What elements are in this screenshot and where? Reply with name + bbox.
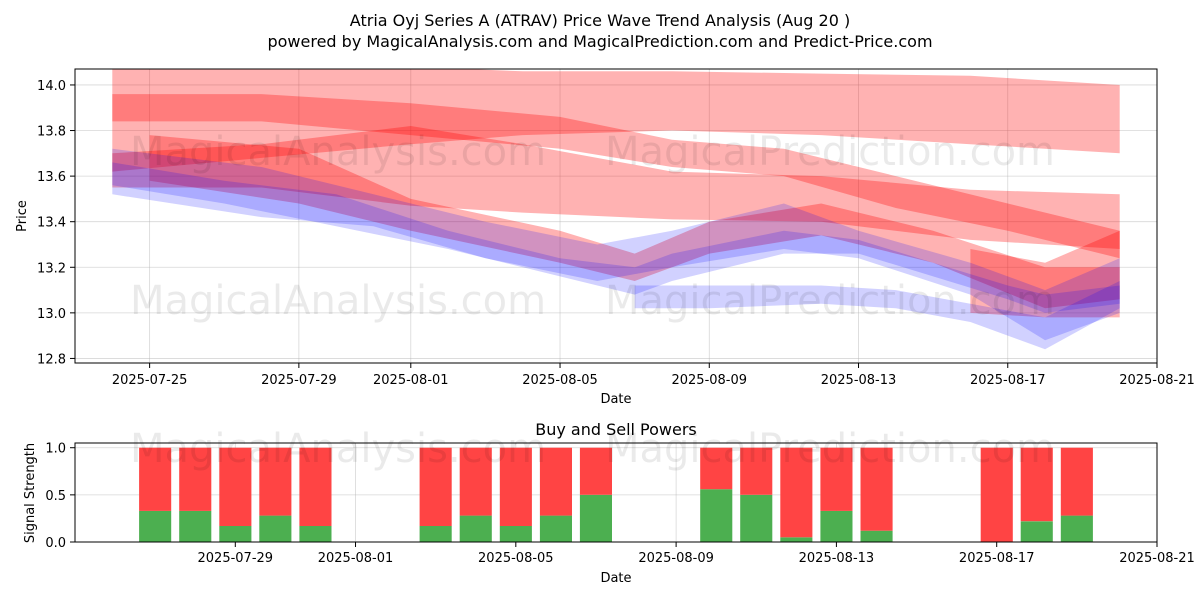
blue-wave-band-2 xyxy=(112,148,1120,341)
price-y-tick-label: 14.0 xyxy=(37,79,66,94)
sell-bar xyxy=(499,447,532,526)
price-x-axis: 2025-07-25 2025-07-29 2025-08-01 2025-08-05… xyxy=(112,363,1195,388)
price-x-tick-label: 2025-08-09 xyxy=(671,373,747,388)
price-y-tick-label: 13.2 xyxy=(37,261,66,276)
price-x-tick-label: 2025-08-01 xyxy=(373,373,449,388)
watermark-analysis-bottom: MagicalAnalysis.com xyxy=(130,426,546,472)
buy-bar xyxy=(820,510,853,542)
price-plot: MagicalAnalysis.com MagicalPrediction.co… xyxy=(15,68,1195,407)
signal-plot-frame xyxy=(74,442,1158,543)
signal-x-tick-label: 2025-07-29 xyxy=(198,551,274,566)
buy-bar xyxy=(1060,515,1093,542)
price-x-tick-label: 2025-08-21 xyxy=(1119,373,1195,388)
signal-y-tick-label: 0.0 xyxy=(45,536,66,551)
signal-x-tick-label: 2025-08-05 xyxy=(478,551,554,566)
buy-bar xyxy=(259,515,292,542)
watermark-prediction-bottom: MagicalPrediction.com xyxy=(605,426,1055,472)
price-bands xyxy=(112,69,1120,350)
price-y-tick-label: 12.8 xyxy=(37,352,66,367)
signal-y-axis: 0.0 0.5 1.0 xyxy=(45,442,75,551)
sell-bar xyxy=(579,447,612,495)
sell-bar xyxy=(980,447,1013,542)
price-y-tick-label: 13.8 xyxy=(37,125,66,140)
watermark-analysis-top: MagicalAnalysis.com xyxy=(130,129,546,175)
signal-x-axis-label: Date xyxy=(600,571,631,586)
sell-bar xyxy=(820,447,853,511)
price-y-tick-label: 13.4 xyxy=(37,216,66,231)
watermark-prediction-top: MagicalPrediction.com xyxy=(605,129,1055,175)
red-wave-band-3 xyxy=(112,126,1120,249)
price-grid xyxy=(75,69,1158,363)
sell-bar xyxy=(459,447,492,516)
signal-plot: Buy and Sell Powers MagicalAnalysis.com … xyxy=(23,420,1195,586)
buy-bar xyxy=(499,526,532,542)
price-y-axis: 12.8 13.0 13.2 13.4 13.6 13.8 14.0 xyxy=(37,79,75,367)
signal-x-tick-label: 2025-08-21 xyxy=(1119,551,1195,566)
red-wave-band-1 xyxy=(112,69,1120,172)
red-wave-band-5 xyxy=(970,230,1120,318)
sell-bar xyxy=(299,447,332,526)
sell-bar xyxy=(179,447,212,511)
buy-bar xyxy=(179,510,212,542)
sell-bar xyxy=(1020,447,1053,522)
blue-wave-band-1 xyxy=(112,162,1120,313)
buy-bar xyxy=(1020,521,1053,542)
price-x-tick-label: 2025-07-25 xyxy=(112,373,188,388)
price-plot-frame xyxy=(74,68,1158,364)
price-y-tick-label: 13.0 xyxy=(37,307,66,322)
sell-bar xyxy=(219,447,252,526)
buy-bar xyxy=(780,537,813,542)
price-x-tick-label: 2025-07-29 xyxy=(261,373,337,388)
red-wave-band-4 xyxy=(149,135,1120,309)
sell-bar xyxy=(740,447,773,495)
price-y-axis-label: Price xyxy=(15,200,30,232)
sell-bar xyxy=(259,447,292,516)
buy-bar xyxy=(419,526,452,542)
signal-x-axis: 2025-07-29 2025-08-01 2025-08-05 2025-08-09… xyxy=(198,542,1195,566)
sell-bar xyxy=(700,447,733,490)
buy-bar xyxy=(579,494,612,542)
signal-y-tick-label: 0.5 xyxy=(45,489,66,504)
buy-bar xyxy=(459,515,492,542)
signal-y-axis-label: Signal Strength xyxy=(23,443,38,543)
sell-bar xyxy=(139,447,172,511)
signal-y-tick-label: 1.0 xyxy=(45,442,66,457)
blue-wave-band-3 xyxy=(634,281,1120,350)
watermark-analysis-mid: MagicalAnalysis.com xyxy=(130,278,546,324)
buy-bar xyxy=(219,526,252,542)
chart-title: Atria Oyj Series A (ATRAV) Price Wave Tr… xyxy=(350,11,850,30)
price-y-tick-label: 13.6 xyxy=(37,170,66,185)
sell-bar xyxy=(1060,447,1093,516)
price-x-axis-label: Date xyxy=(600,392,631,407)
sell-bar xyxy=(419,447,452,526)
price-x-tick-label: 2025-08-17 xyxy=(970,373,1046,388)
buy-bar xyxy=(700,489,733,542)
signal-bars xyxy=(139,447,1093,542)
buy-bar xyxy=(539,515,572,542)
signal-x-tick-label: 2025-08-17 xyxy=(959,551,1035,566)
buy-bar xyxy=(139,510,172,542)
buy-bar xyxy=(860,530,893,542)
signal-x-tick-label: 2025-08-13 xyxy=(799,551,875,566)
signal-plot-title: Buy and Sell Powers xyxy=(535,420,697,439)
sell-bar xyxy=(780,447,813,538)
price-x-tick-label: 2025-08-05 xyxy=(522,373,598,388)
watermark-prediction-mid: MagicalPrediction.com xyxy=(605,278,1055,324)
sell-bar xyxy=(860,447,893,531)
chart-subtitle: powered by MagicalAnalysis.com and Magic… xyxy=(267,32,932,51)
buy-bar xyxy=(299,526,332,542)
red-wave-band-2 xyxy=(112,94,1120,259)
price-x-tick-label: 2025-08-13 xyxy=(821,373,897,388)
signal-x-tick-label: 2025-08-09 xyxy=(638,551,714,566)
buy-bar xyxy=(740,494,773,542)
signal-x-tick-label: 2025-08-01 xyxy=(318,551,394,566)
sell-bar xyxy=(539,447,572,516)
